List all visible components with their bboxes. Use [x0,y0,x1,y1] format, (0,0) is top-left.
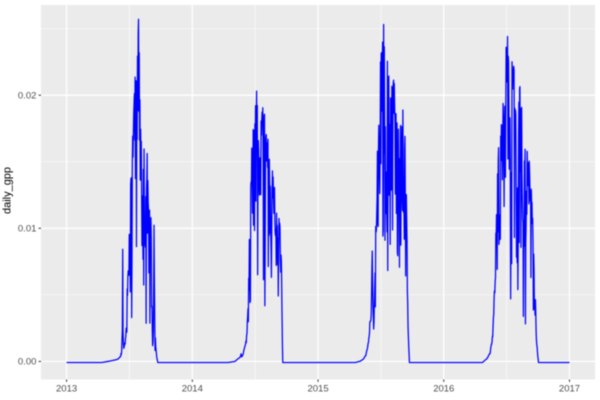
svg-text:daily_gpp: daily_gpp [2,167,14,214]
svg-text:2013: 2013 [56,384,77,395]
svg-text:0.01: 0.01 [18,224,37,235]
svg-text:2014: 2014 [182,384,203,395]
svg-text:2016: 2016 [433,384,454,395]
svg-text:0.02: 0.02 [18,91,37,102]
svg-text:0.00: 0.00 [18,357,37,368]
svg-text:2017: 2017 [559,384,580,395]
svg-text:2015: 2015 [307,384,328,395]
